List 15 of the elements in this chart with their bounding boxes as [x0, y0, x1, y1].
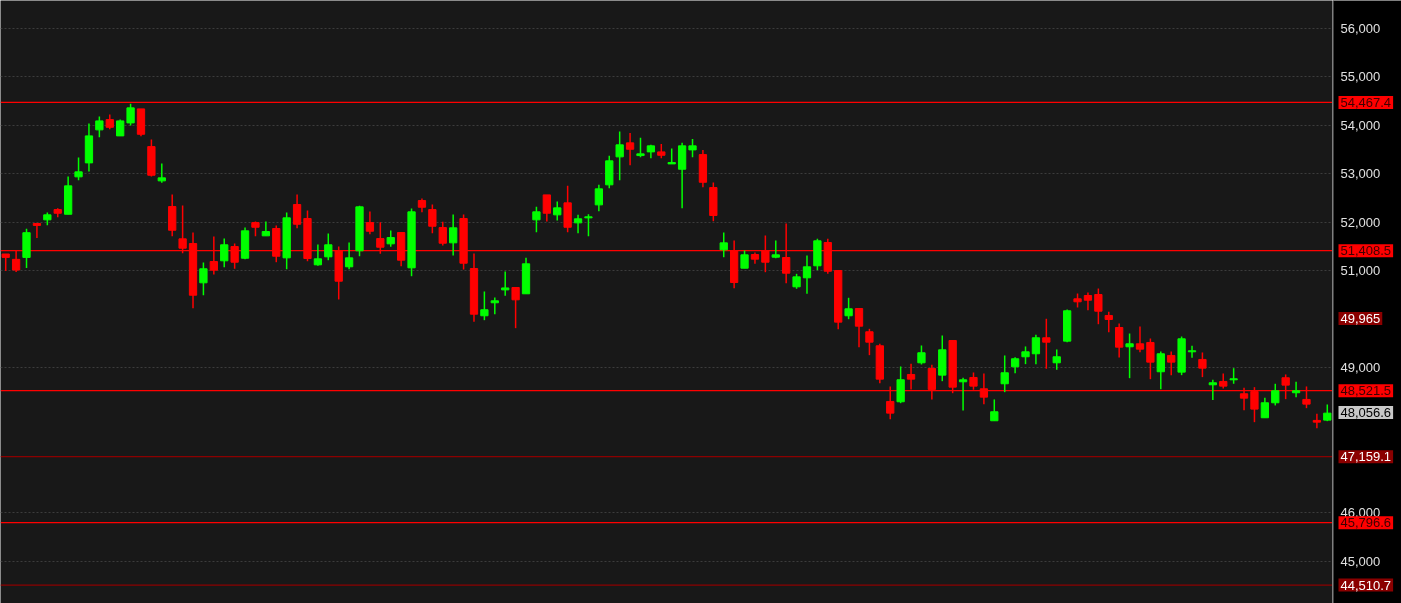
y-tick-label: 49,000 — [1340, 359, 1381, 375]
ref-line-label: 44,510.7 — [1340, 577, 1392, 593]
ref-line-label: 47,159.1 — [1340, 449, 1392, 465]
y-tick-label: 53,000 — [1340, 166, 1381, 182]
y-tick-label: 55,000 — [1340, 69, 1381, 85]
y-tick-label: 52,000 — [1340, 214, 1381, 230]
ref-line-label: 54,467.4 — [1340, 94, 1392, 110]
text: 48,056.6 — [1340, 405, 1392, 420]
ref-line-label: 51,408.5 — [1340, 243, 1392, 259]
ref-line-label: 48,521.5 — [1340, 383, 1392, 399]
y-tick-label: 54,000 — [1340, 117, 1381, 133]
y-tick-label: 51,000 — [1340, 262, 1381, 278]
y-tick-label: 56,000 — [1340, 20, 1381, 36]
y-tick-label: 45,000 — [1340, 553, 1381, 569]
text: 49,965 — [1340, 311, 1381, 326]
